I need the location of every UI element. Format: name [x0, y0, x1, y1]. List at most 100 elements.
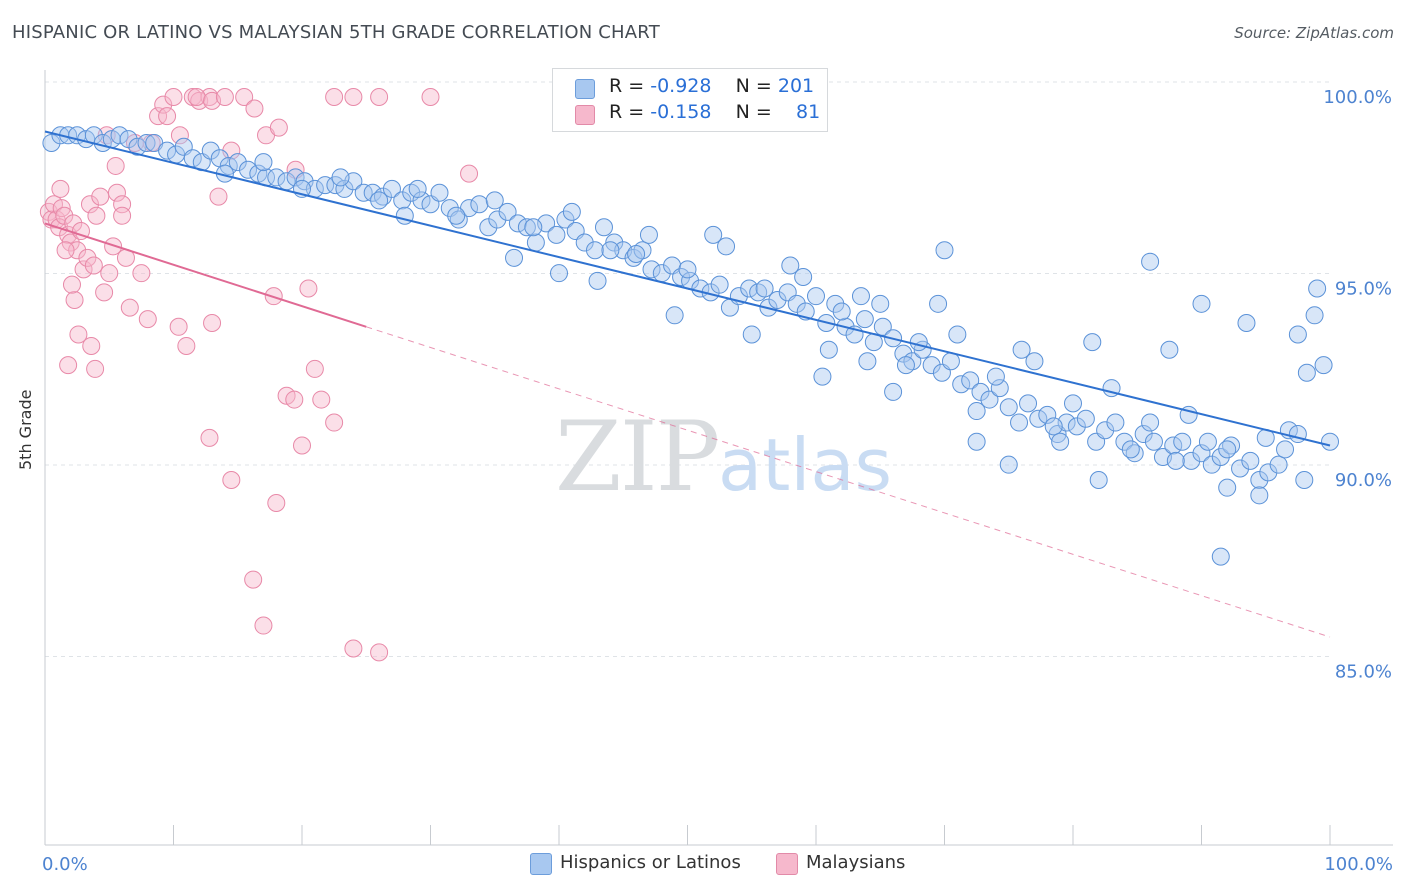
malaysians-point — [285, 390, 304, 409]
hispanics-point — [1144, 432, 1163, 451]
hispanics-point — [601, 241, 620, 260]
malaysians-point — [344, 88, 363, 106]
malaysians-point — [87, 206, 106, 225]
hispanics-point — [627, 245, 646, 264]
hispanics-point — [363, 183, 382, 202]
malaysians-point — [138, 310, 157, 329]
hispanics-point — [807, 287, 825, 306]
hispanics-point — [832, 302, 851, 321]
hispanics-point — [819, 340, 838, 359]
hispanics-trend-line — [44, 130, 1331, 447]
hispanics-point — [1067, 417, 1086, 436]
hispanics-point — [794, 268, 813, 287]
malaysians-point — [95, 283, 114, 302]
hispanics-point — [447, 206, 466, 225]
malaysians-point — [222, 471, 241, 489]
hispanics-point — [909, 333, 928, 352]
watermark-zip: ZIP — [555, 401, 718, 513]
hispanics-point — [1089, 471, 1108, 489]
hispanics-point — [1198, 432, 1217, 451]
malaysians-point — [215, 88, 234, 106]
hispanics-point — [286, 168, 305, 187]
hispanics-point — [585, 241, 604, 260]
hispanics-point — [110, 126, 129, 145]
hispanics-point — [990, 379, 1009, 398]
malaysians-point — [78, 248, 97, 267]
malaysians-point — [244, 570, 263, 589]
hispanics-point — [335, 179, 354, 198]
hispanics-point — [922, 356, 941, 375]
hispanics-point — [999, 455, 1018, 474]
hispanics-point — [851, 287, 870, 306]
watermark-atlas: atlas — [718, 423, 892, 507]
hispanics-point — [382, 179, 401, 198]
malaysians-point — [203, 313, 222, 332]
malaysians-point — [100, 264, 119, 283]
hispanics-point — [1160, 340, 1179, 359]
legend-swatch-malaysians — [776, 853, 798, 875]
legend-swatch-blue — [575, 79, 595, 99]
hispanics-point — [1044, 417, 1063, 436]
hispanics-point — [639, 225, 658, 244]
hispanics-point — [826, 294, 845, 313]
malaysians-point — [169, 317, 188, 336]
hispanics-point — [254, 153, 273, 172]
malaysians-point — [132, 264, 151, 283]
hispanics-point — [787, 294, 806, 313]
hispanics-point — [1051, 432, 1070, 451]
hispanics-point — [986, 367, 1005, 386]
hispanics-point — [855, 310, 874, 329]
malaysians-point — [325, 413, 344, 432]
hispanics-point — [470, 195, 489, 214]
malaysians-point — [120, 298, 139, 317]
hispanics-point — [505, 248, 524, 267]
malaysians-point — [86, 359, 105, 378]
hispanics-point — [1192, 444, 1211, 463]
hispanics-point — [1029, 409, 1048, 428]
y-tick-label: 100.0% — [1323, 87, 1392, 108]
hispanics-point — [1297, 363, 1316, 382]
hispanics-point — [1096, 421, 1115, 440]
hispanics-point — [228, 153, 247, 172]
hispanics-point — [128, 137, 147, 156]
hispanics-point — [1237, 313, 1256, 332]
malaysians-point — [245, 99, 264, 118]
hispanics-point — [1012, 340, 1031, 359]
hispanics-point — [594, 218, 613, 237]
hispanics-point — [1025, 352, 1044, 371]
hispanics-point — [672, 268, 691, 287]
hispanics-point — [1218, 478, 1237, 497]
malaysians-point — [254, 616, 273, 635]
malaysians-point — [82, 336, 101, 355]
hispanics-point — [588, 271, 607, 290]
hispanics-point — [894, 344, 913, 363]
malaysians-point — [209, 187, 228, 206]
malaysians-point — [170, 126, 189, 145]
hispanics-point — [768, 290, 787, 309]
hispanics-point — [678, 260, 697, 279]
hispanics-point — [1134, 425, 1153, 444]
malaysians-point — [421, 88, 440, 106]
malaysians-point — [59, 356, 78, 375]
malaysians-point — [370, 88, 389, 106]
hispanics-point — [1166, 451, 1185, 470]
hispanics-point — [961, 371, 980, 390]
hispanics-point — [1083, 333, 1102, 352]
malaysians-point — [51, 179, 70, 198]
hispanics-point — [717, 237, 736, 256]
hispanics-point — [1182, 451, 1201, 470]
hispanics-point — [1141, 252, 1160, 271]
hispanics-point — [498, 202, 517, 221]
hispanics-point — [1295, 471, 1314, 489]
y-tick-label: 90.0% — [1335, 470, 1392, 491]
legend-label-malaysians: Malaysians — [806, 852, 906, 873]
hispanics-point — [742, 325, 761, 344]
hispanics-point — [665, 306, 684, 325]
hispanics-point — [524, 218, 543, 237]
malaysians-point — [269, 118, 288, 137]
r-label: R = — [609, 75, 645, 97]
y-tick-label: 85.0% — [1335, 662, 1392, 683]
malaysians-point — [55, 206, 74, 225]
malaysians-point — [370, 643, 389, 662]
trend-lines — [44, 130, 1331, 638]
